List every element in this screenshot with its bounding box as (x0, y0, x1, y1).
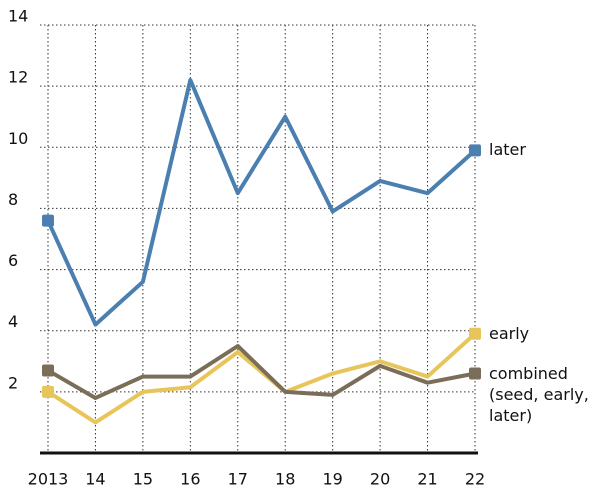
marker (469, 327, 481, 340)
y-tick-label: 10 (8, 129, 28, 148)
y-tick-label: 6 (8, 251, 18, 270)
line (46, 332, 477, 425)
legend-label: early (489, 323, 530, 343)
legend-label: combined (seed, early, later) (489, 363, 589, 425)
line (46, 78, 477, 327)
x-tick-label: 16 (180, 470, 200, 489)
y-tick-label: 2 (8, 373, 18, 392)
x-tick-label: 17 (228, 470, 248, 489)
x-tick-label: 20 (370, 470, 390, 489)
marker (42, 385, 54, 398)
marker (42, 364, 54, 377)
x-tick-label: 19 (322, 470, 342, 489)
y-tick-label: 4 (8, 312, 18, 331)
x-tick-label: 18 (275, 470, 295, 489)
x-tick-label: 2013 (28, 470, 69, 489)
x-tick-label: 22 (465, 470, 485, 489)
marker (469, 367, 481, 380)
x-tick-label: 15 (133, 470, 153, 489)
legend-label: later (489, 140, 526, 160)
x-tick-label: 14 (85, 470, 105, 489)
marker (42, 214, 54, 227)
line (46, 344, 476, 400)
x-tick-label: 21 (417, 470, 437, 489)
y-tick-label: 14 (8, 7, 28, 26)
marker (469, 144, 481, 157)
y-tick-label: 8 (8, 190, 18, 209)
y-tick-label: 12 (8, 68, 28, 87)
